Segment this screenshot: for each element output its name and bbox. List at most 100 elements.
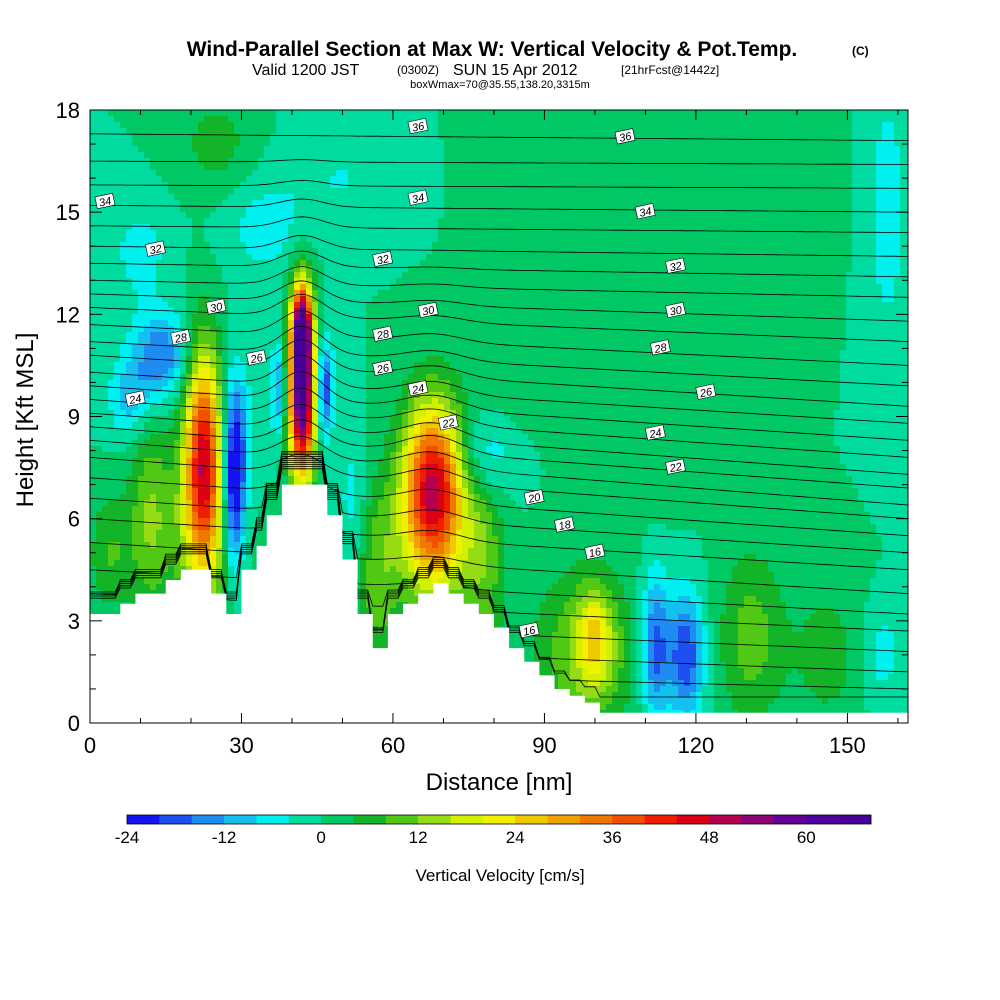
w-cell — [576, 122, 583, 129]
w-cell — [804, 266, 811, 273]
w-cell — [132, 230, 139, 237]
w-cell — [294, 176, 301, 183]
w-cell — [480, 254, 487, 261]
w-cell — [600, 266, 607, 273]
w-cell — [792, 230, 799, 237]
w-cell — [396, 122, 403, 129]
w-cell — [312, 212, 319, 219]
w-cell — [576, 146, 583, 153]
w-cell — [522, 140, 529, 147]
w-cell — [576, 302, 583, 309]
w-cell — [402, 236, 409, 243]
w-cell — [864, 284, 871, 291]
w-cell — [870, 296, 877, 303]
w-cell — [180, 122, 187, 129]
w-cell — [168, 314, 175, 321]
w-cell — [150, 176, 157, 183]
w-cell — [132, 110, 139, 117]
w-cell — [198, 290, 205, 297]
w-cell — [642, 182, 649, 189]
w-cell — [852, 158, 859, 165]
w-cell — [852, 302, 859, 309]
w-cell — [690, 140, 697, 147]
w-cell — [390, 302, 397, 309]
w-cell — [420, 218, 427, 225]
w-cell — [432, 122, 439, 129]
w-cell — [822, 302, 829, 309]
w-cell — [234, 134, 241, 141]
w-cell — [660, 266, 667, 273]
w-cell — [744, 206, 751, 213]
w-cell — [684, 200, 691, 207]
w-cell — [846, 218, 853, 225]
w-cell — [486, 224, 493, 231]
w-cell — [834, 242, 841, 249]
w-cell — [840, 170, 847, 177]
w-cell — [306, 110, 313, 117]
w-cell — [804, 134, 811, 141]
w-cell — [540, 188, 547, 195]
w-cell — [468, 254, 475, 261]
w-cell — [414, 176, 421, 183]
w-cell — [858, 212, 865, 219]
w-cell — [366, 230, 373, 237]
w-cell — [816, 212, 823, 219]
w-cell — [174, 212, 181, 219]
w-cell — [456, 194, 463, 201]
w-cell — [696, 158, 703, 165]
w-cell — [456, 110, 463, 117]
w-cell — [906, 206, 908, 213]
w-cell — [906, 152, 908, 159]
w-cell — [744, 134, 751, 141]
w-cell — [558, 284, 565, 291]
w-cell — [660, 248, 667, 255]
w-cell — [714, 116, 721, 123]
w-cell — [306, 326, 313, 333]
w-cell — [354, 236, 361, 243]
w-cell — [570, 230, 577, 237]
w-cell — [792, 176, 799, 183]
w-cell — [900, 200, 907, 207]
w-cell — [678, 116, 685, 123]
w-cell — [600, 200, 607, 207]
w-cell — [174, 176, 181, 183]
w-cell — [246, 230, 253, 237]
w-cell — [600, 116, 607, 123]
w-cell — [876, 260, 883, 267]
w-cell — [342, 278, 349, 285]
w-cell — [654, 302, 661, 309]
w-cell — [462, 254, 469, 261]
w-cell — [528, 128, 535, 135]
w-cell — [180, 320, 187, 327]
w-cell — [300, 326, 307, 333]
w-cell — [408, 284, 415, 291]
w-cell — [492, 152, 499, 159]
w-cell — [264, 266, 271, 273]
w-cell — [354, 122, 361, 129]
w-cell — [156, 152, 163, 159]
w-cell — [852, 314, 859, 321]
w-cell — [330, 122, 337, 129]
w-cell — [702, 212, 709, 219]
w-cell — [276, 212, 283, 219]
w-cell — [90, 164, 97, 171]
w-cell — [390, 296, 397, 303]
w-cell — [528, 170, 535, 177]
w-cell — [828, 182, 835, 189]
w-cell — [330, 290, 337, 297]
w-cell — [606, 110, 613, 117]
w-cell — [318, 140, 325, 147]
w-cell — [630, 194, 637, 201]
w-cell — [360, 290, 367, 297]
w-cell — [666, 140, 673, 147]
w-cell — [330, 194, 337, 201]
w-cell — [816, 176, 823, 183]
w-cell — [810, 164, 817, 171]
w-cell — [900, 128, 907, 135]
w-cell — [510, 242, 517, 249]
w-cell — [822, 194, 829, 201]
w-cell — [864, 110, 871, 117]
w-cell — [498, 218, 505, 225]
w-cell — [858, 194, 865, 201]
w-cell — [276, 110, 283, 117]
